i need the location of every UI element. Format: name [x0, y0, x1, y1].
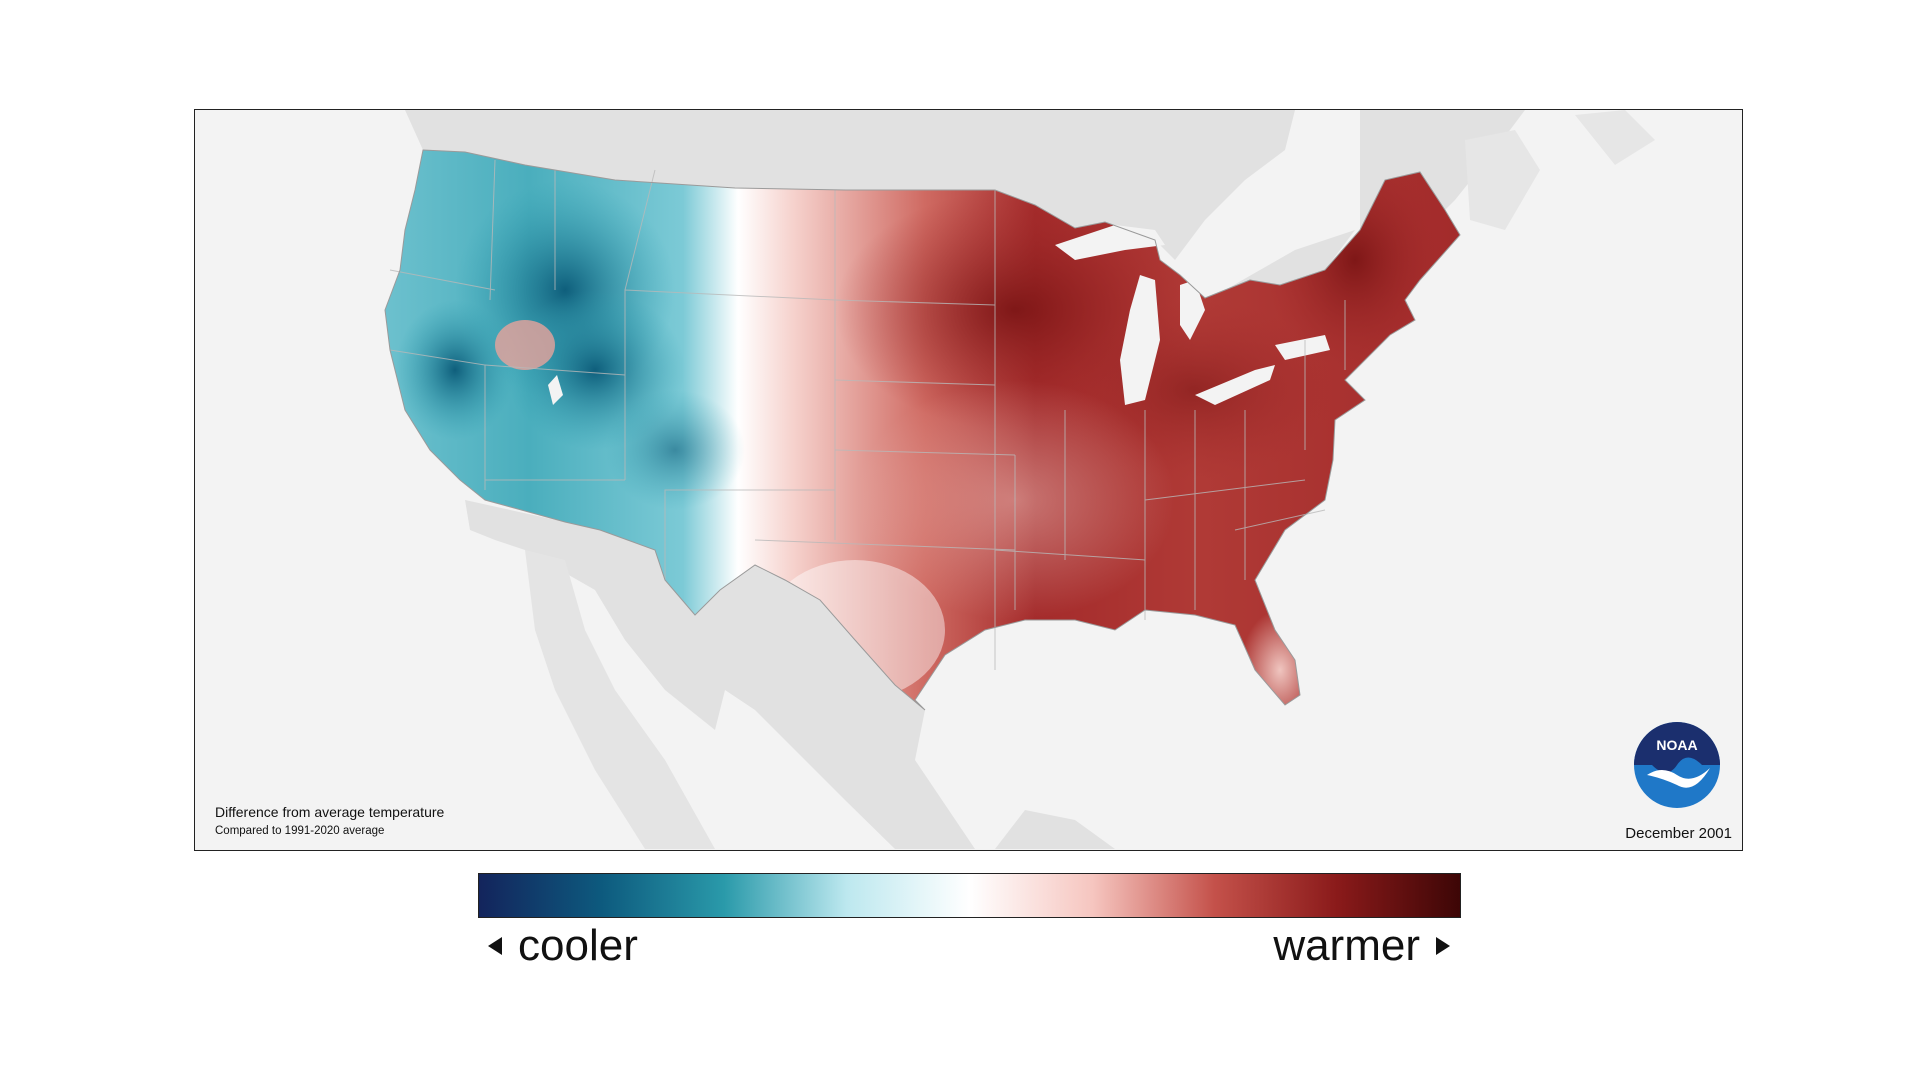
map-date: December 2001 — [1625, 825, 1732, 842]
us-outline — [384, 149, 1461, 711]
legend-cooler: cooler — [488, 918, 638, 974]
noaa-logo: NOAA — [1634, 722, 1720, 808]
us-anomaly-field — [385, 150, 1460, 710]
map-caption-subtitle: Compared to 1991-2020 average — [215, 825, 385, 837]
state-boundaries — [389, 159, 1346, 670]
arrow-right-icon — [1436, 937, 1450, 955]
legend-cooler-label: cooler — [518, 921, 638, 970]
noaa-logo-text: NOAA — [1656, 737, 1697, 753]
color-legend-bar — [478, 873, 1461, 918]
legend-warmer: warmer — [1273, 918, 1450, 974]
arrow-left-icon — [488, 937, 502, 955]
legend-warmer-label: warmer — [1273, 921, 1420, 970]
map-frame: NOAA Difference from average temperature… — [194, 109, 1743, 851]
map-caption-title: Difference from average temperature — [215, 804, 445, 820]
temperature-map — [384, 110, 1655, 849]
surrounding-land — [405, 110, 1655, 849]
